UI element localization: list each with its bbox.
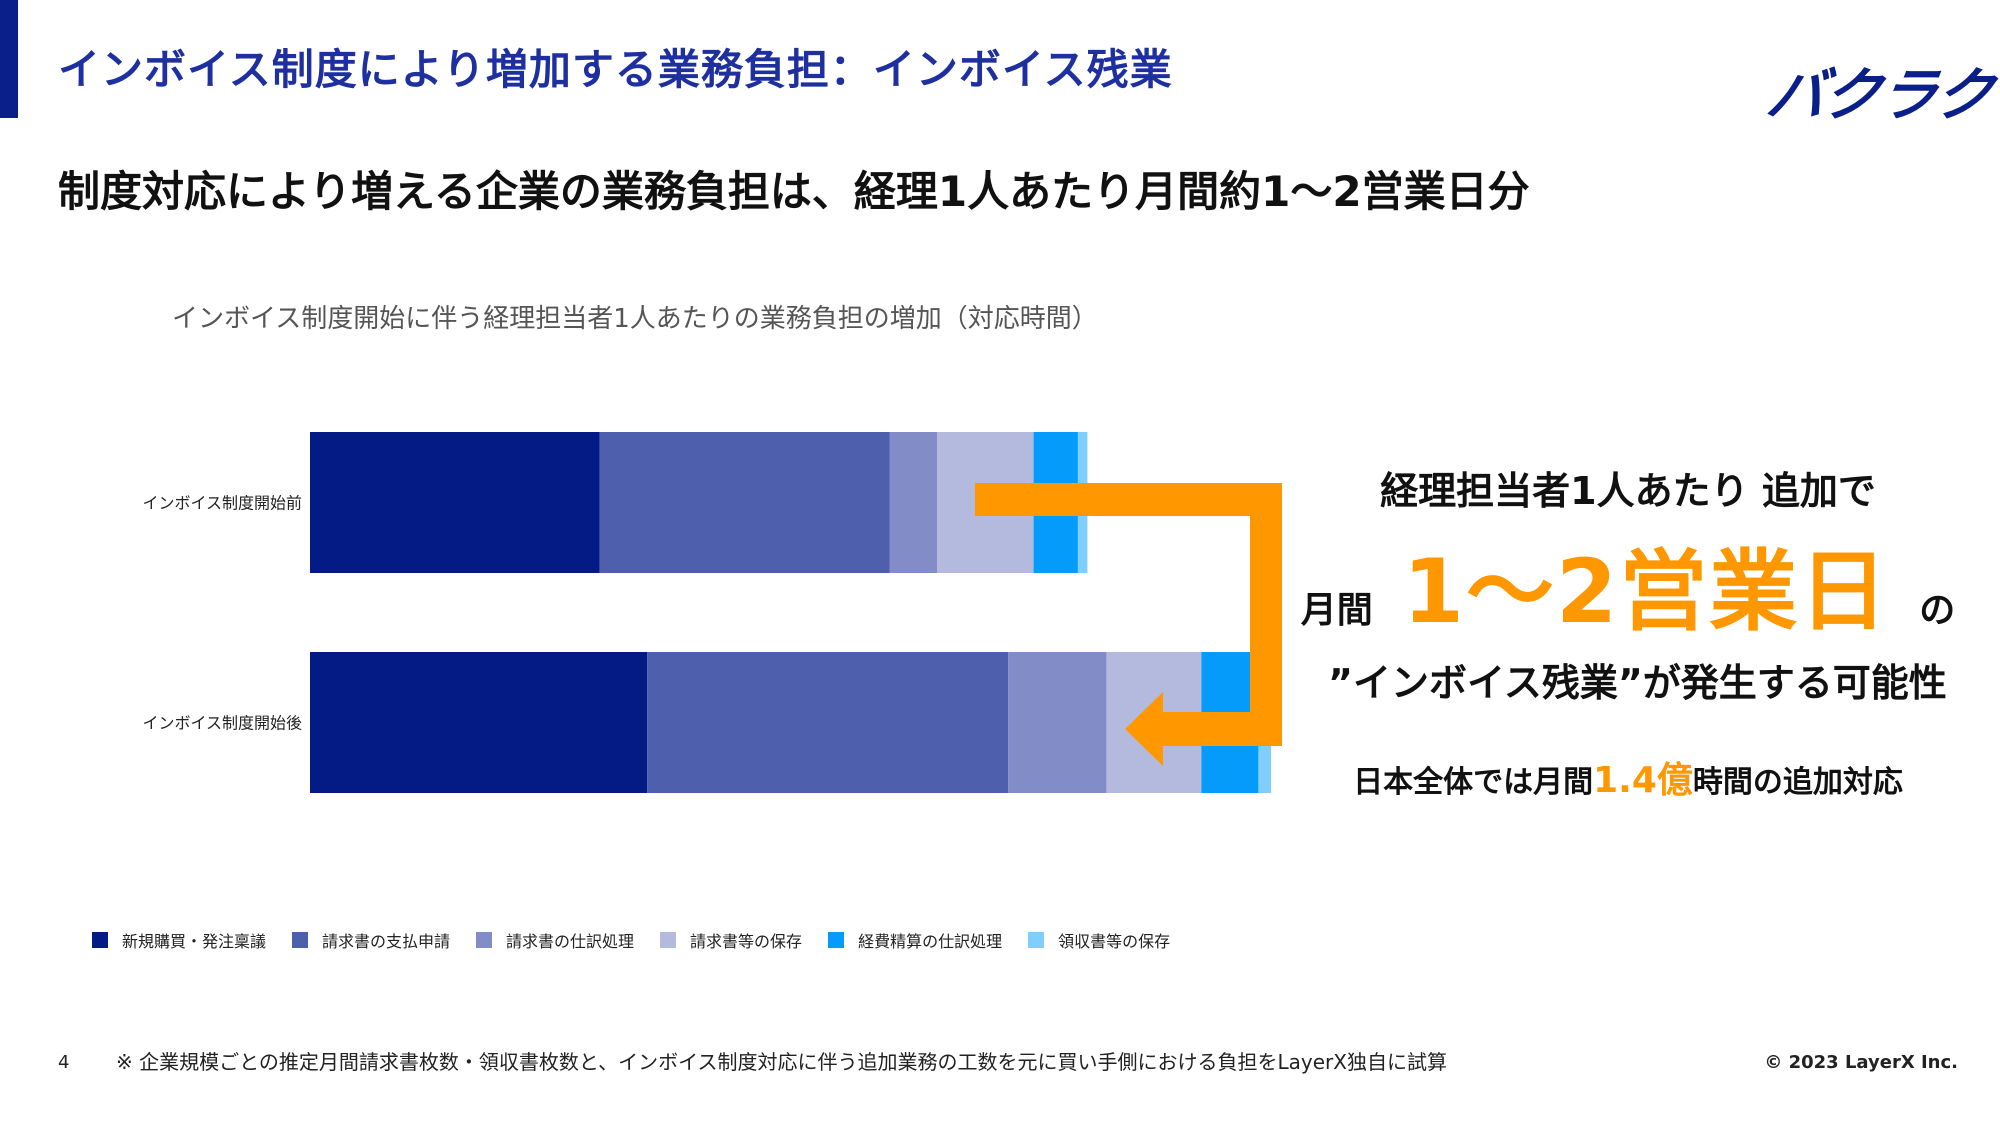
legend-item-4: 経費精算の仕訳処理 (828, 928, 1002, 952)
callout-box: 経理担当者1人あたり 追加で 月間 1～2営業日 の ”インボイス残業”が発生す… (1301, 460, 1956, 803)
callout-line-4-suffix: 時間の追加対応 (1692, 765, 1903, 800)
bar-segment-0-1 (599, 432, 890, 573)
callout-line-4: 日本全体では月間1.4億時間の追加対応 (1328, 751, 1928, 803)
legend-swatch-5 (1028, 932, 1045, 948)
legend-item-2: 請求書の仕訳処理 (476, 928, 634, 952)
orange-flow-arrow (975, 483, 1282, 766)
callout-line-4-prefix: 日本全体では月間 (1353, 765, 1594, 800)
legend-label-0: 新規購買・発注稟議 (122, 932, 267, 951)
legend-label-4: 経費精算の仕訳処理 (858, 932, 1003, 951)
slide-subtitle: 制度対応により増える企業の業務負担は、経理1人あたり月間約1～2営業日分 (58, 167, 1530, 216)
chart-legend: 新規購買・発注稟議 請求書の支払申請 請求書の仕訳処理 請求書等の保存 経費精算の仕訳処… (92, 928, 1170, 952)
legend-swatch-0 (92, 932, 108, 948)
legend-swatch-4 (828, 932, 845, 948)
legend-swatch-1 (292, 932, 309, 948)
callout-no-particle: の (1919, 590, 1956, 631)
bar-segment-1-1 (647, 652, 1009, 793)
chart-bars (310, 432, 1272, 793)
callout-month-label: 月間 (1300, 590, 1373, 631)
legend-label-3: 請求書等の保存 (690, 932, 803, 951)
page-number: 4 (58, 1052, 70, 1073)
legend-label-2: 請求書の仕訳処理 (506, 932, 635, 951)
legend-item-5: 領収書等の保存 (1028, 928, 1170, 952)
callout-highlight-days: 1～2営業日 (1402, 540, 1890, 643)
callout-line-1: 経理担当者1人あたり 追加で (1380, 469, 1876, 513)
legend-label-1: 請求書の支払申請 (322, 932, 451, 951)
bar-segment-0-2 (889, 432, 937, 573)
footnote: ※ 企業規模ごとの推定月間請求書枚数・領収書枚数と、インボイス制度対応に伴う追加… (116, 1050, 1447, 1074)
page-header-title: インボイス制度により増加する業務負担：インボイス残業 (58, 45, 1173, 94)
callout-line-2: 月間 1～2営業日 の (1301, 521, 1956, 648)
legend-item-1: 請求書の支払申請 (292, 928, 450, 952)
category-label-0: インボイス制度開始前 (142, 494, 302, 513)
legend-item-0: 新規購買・発注稟議 (92, 928, 266, 952)
legend-item-3: 請求書等の保存 (660, 928, 802, 952)
legend-swatch-3 (660, 932, 677, 948)
bar-segment-1-0 (310, 652, 648, 793)
callout-line-3: ”インボイス残業”が発生する可能性 (1328, 661, 1947, 705)
callout-highlight-hours: 1.4億 (1593, 760, 1693, 801)
chart-title: インボイス制度開始に伴う経理担当者1人あたりの業務負担の増加（対応時間） (172, 304, 1098, 334)
category-label-1: インボイス制度開始後 (142, 714, 302, 733)
legend-swatch-2 (476, 932, 493, 948)
bar-segment-1-2 (1008, 652, 1107, 793)
bar-segment-0-0 (310, 432, 600, 573)
copyright: © 2023 LayerX Inc. (1764, 1052, 1958, 1073)
legend-label-5: 領収書等の保存 (1058, 932, 1171, 951)
header-accent-bar (0, 0, 18, 118)
